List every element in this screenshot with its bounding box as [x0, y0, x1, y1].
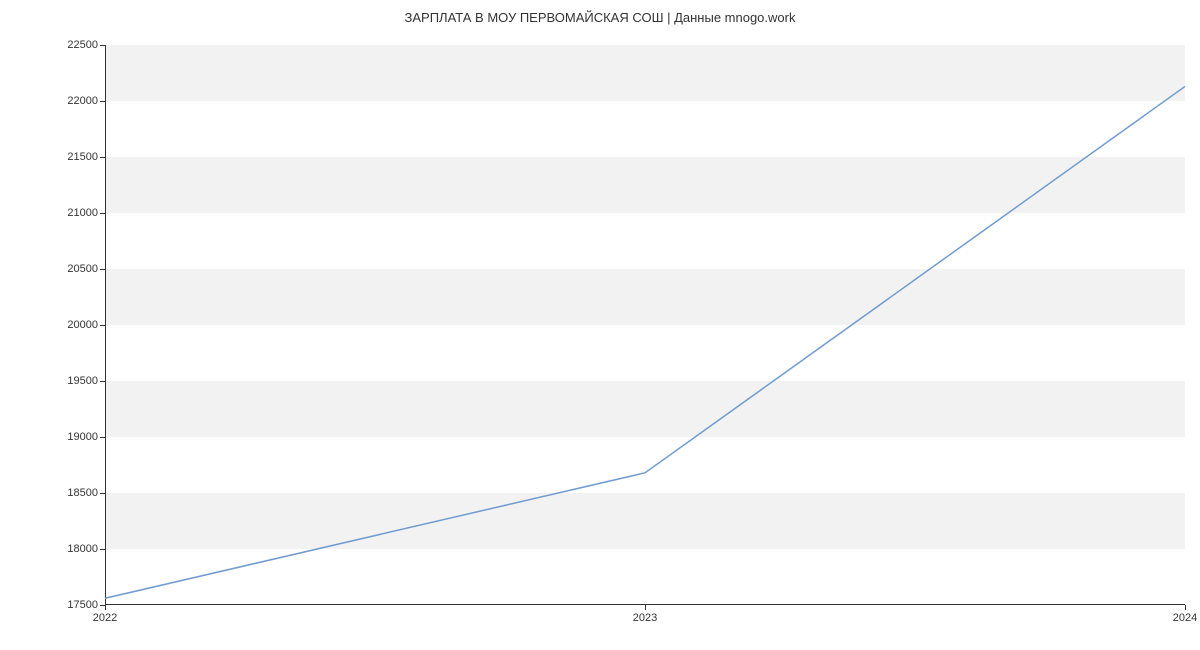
y-tick-label: 17500	[8, 599, 98, 611]
line-chart-svg	[105, 45, 1185, 605]
x-tick-mark	[1185, 605, 1186, 610]
y-tick-mark	[100, 157, 105, 158]
y-tick-label: 21500	[8, 151, 98, 163]
y-tick-label: 20000	[8, 319, 98, 331]
y-tick-mark	[100, 269, 105, 270]
y-tick-mark	[100, 45, 105, 46]
y-tick-mark	[100, 437, 105, 438]
x-tick-label: 2022	[93, 612, 117, 624]
x-tick-label: 2023	[633, 612, 657, 624]
x-tick-mark	[105, 605, 106, 610]
y-tick-label: 20500	[8, 263, 98, 275]
y-tick-label: 19000	[8, 431, 98, 443]
y-tick-label: 21000	[8, 207, 98, 219]
y-tick-label: 19500	[8, 375, 98, 387]
series-line-salary	[105, 86, 1185, 598]
x-tick-label: 2024	[1173, 612, 1197, 624]
x-tick-mark	[645, 605, 646, 610]
y-tick-mark	[100, 493, 105, 494]
y-tick-mark	[100, 325, 105, 326]
y-tick-mark	[100, 213, 105, 214]
y-tick-mark	[100, 549, 105, 550]
y-tick-label: 22000	[8, 95, 98, 107]
y-tick-mark	[100, 101, 105, 102]
y-tick-label: 18500	[8, 487, 98, 499]
chart-title: ЗАРПЛАТА В МОУ ПЕРВОМАЙСКАЯ СОШ | Данные…	[0, 10, 1200, 25]
y-tick-label: 18000	[8, 543, 98, 555]
y-tick-mark	[100, 381, 105, 382]
y-tick-label: 22500	[8, 39, 98, 51]
